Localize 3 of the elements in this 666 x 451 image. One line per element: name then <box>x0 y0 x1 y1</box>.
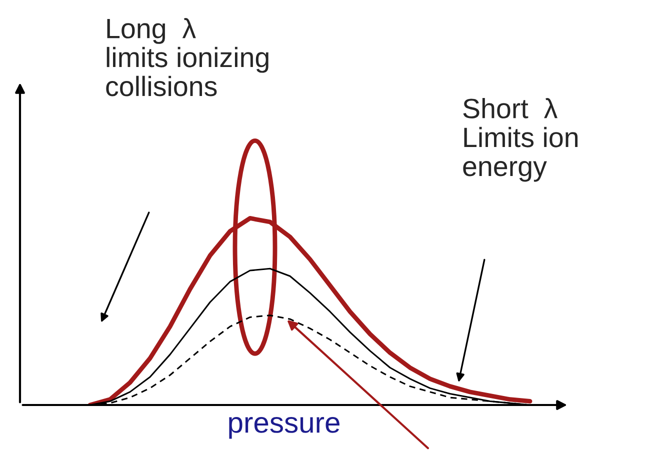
x-axis-title: pressure <box>229 416 340 439</box>
text: Short λ Limits ion energy <box>463 98 578 182</box>
text: Long λ limits ionizing collisions <box>106 18 268 96</box>
